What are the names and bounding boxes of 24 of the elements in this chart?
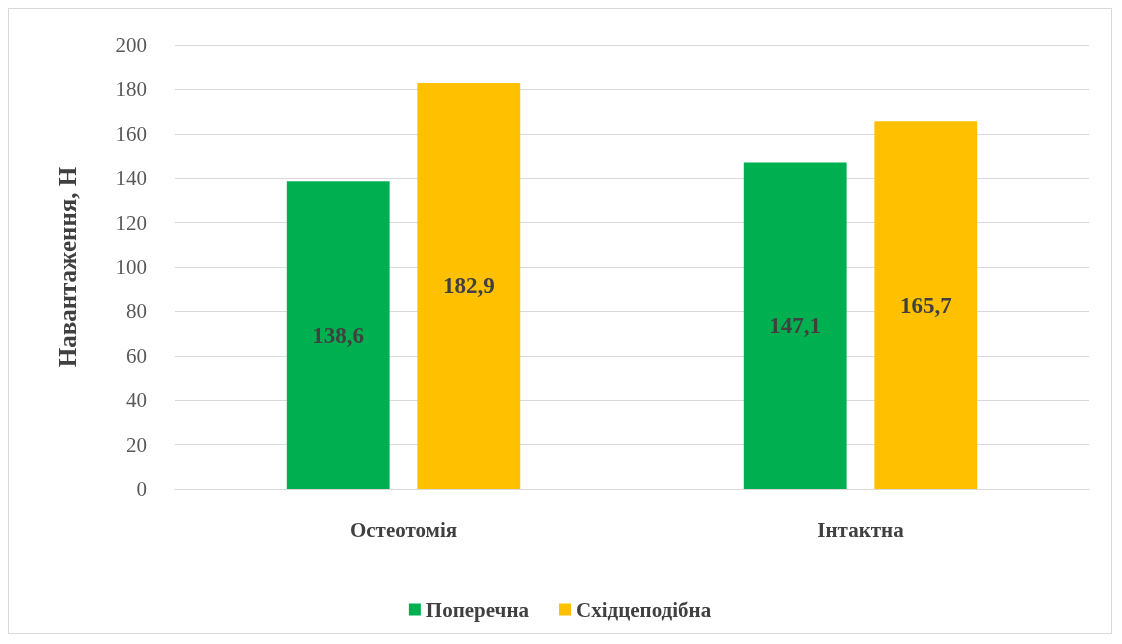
y-tick-label: 40 bbox=[126, 388, 147, 413]
x-tick-label: Остеотомія bbox=[349, 517, 458, 542]
x-tick-label: Інтактна bbox=[817, 517, 905, 542]
y-tick-label: 200 bbox=[115, 33, 147, 57]
data-label: 165,7 bbox=[899, 292, 952, 318]
bar bbox=[286, 181, 390, 489]
y-tick-label: 120 bbox=[115, 210, 147, 235]
y-tick-label: 0 bbox=[136, 477, 147, 501]
bar bbox=[417, 82, 521, 489]
bar bbox=[743, 162, 847, 489]
y-tick-label: 180 bbox=[115, 77, 147, 102]
y-tick-label: 20 bbox=[126, 432, 147, 457]
y-axis-title: Навантаження, Н bbox=[54, 166, 81, 368]
legend-label: Східцеподібна bbox=[576, 597, 712, 622]
bar bbox=[874, 121, 978, 489]
data-label: 147,1 bbox=[769, 313, 822, 339]
y-tick-label: 80 bbox=[126, 299, 147, 324]
y-tick-label: 160 bbox=[115, 121, 147, 146]
y-tick-label: 140 bbox=[115, 166, 147, 191]
legend-label: Поперечна bbox=[425, 597, 530, 622]
data-label: 138,6 bbox=[312, 322, 365, 348]
y-tick-label: 60 bbox=[126, 343, 147, 368]
data-label: 182,9 bbox=[442, 273, 495, 299]
y-tick-label: 100 bbox=[115, 255, 147, 279]
